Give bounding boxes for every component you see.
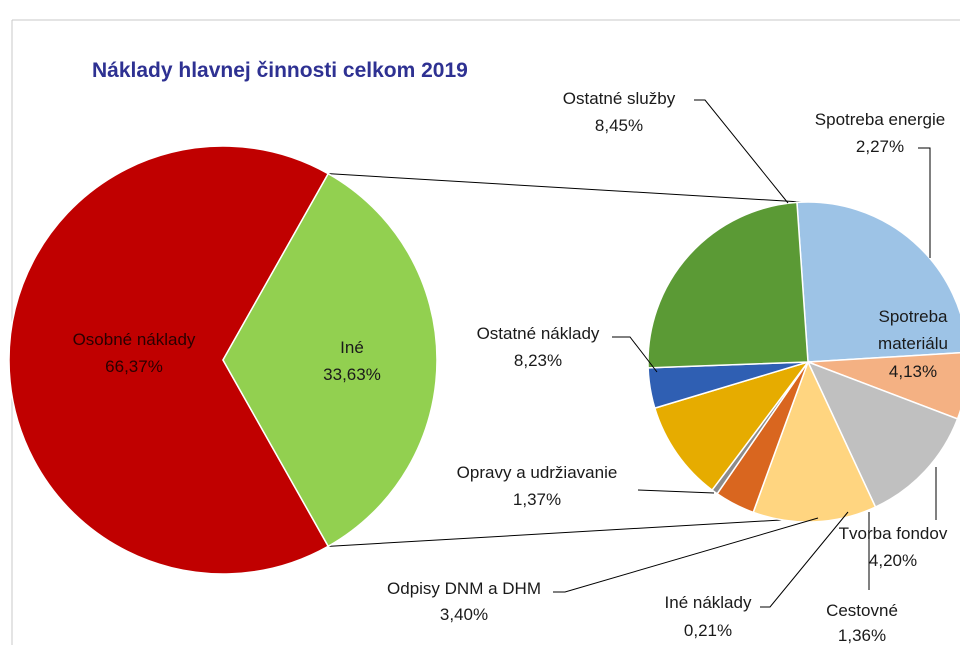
leader-line-ine-naklady xyxy=(760,511,849,608)
secondary-label-odpisy-dnm-a-dhm: Odpisy DNM a DHM xyxy=(387,579,541,598)
main-slice-ine xyxy=(222,172,438,548)
secondary-value-odpisy-dnm-a-dhm: 3,40% xyxy=(440,605,488,624)
secondary-value-cestovne: 1,36% xyxy=(838,626,886,645)
secondary-value-ostatne-sluzby: 8,45% xyxy=(595,116,643,135)
secondary-slice-ostatne-sluzby xyxy=(796,201,960,363)
secondary-slice-spotreba-materialu xyxy=(806,360,959,509)
secondary-value-spotreba-energie: 2,27% xyxy=(856,137,904,156)
leader-line-ostatne-sluzby xyxy=(694,99,789,204)
main-label-osobne-naklady: Osobné náklady xyxy=(73,330,196,349)
secondary-pie xyxy=(647,201,960,523)
chart-title: Náklady hlavnej činnosti celkom 2019 xyxy=(92,59,468,82)
connector-line-bottom xyxy=(328,515,851,547)
secondary-label-ostatne-naklady: Ostatné náklady xyxy=(477,324,600,343)
secondary-slice-ostatne-naklady xyxy=(647,201,809,369)
main-value-osobne-naklady: 66,37% xyxy=(105,357,163,376)
secondary-label-cestovne: Cestovné xyxy=(826,601,898,620)
main-value-ine: 33,63% xyxy=(323,365,381,384)
secondary-slice-tvorba-fondov xyxy=(752,360,877,523)
main-label-ine: Iné xyxy=(340,338,364,357)
leader-line-ostatne-naklady xyxy=(612,336,658,373)
leader-line-opravy-a-udrziavanie xyxy=(637,489,715,494)
secondary-slice-odpisy-dnm-a-dhm xyxy=(653,360,810,492)
leader-line-spotreba-energie xyxy=(918,147,931,258)
leader-lines xyxy=(553,99,937,608)
secondary-value-spotreba-materialu: 4,13% xyxy=(889,362,937,381)
secondary-label-spotreba-energie: Spotreba energie xyxy=(815,110,945,129)
secondary-label-opravy-a-udrziavanie: Opravy a udržiavanie xyxy=(457,463,618,482)
secondary-value-ine-naklady: 0,21% xyxy=(684,621,732,640)
main-pie xyxy=(8,145,438,575)
secondary-value-tvorba-fondov: 4,20% xyxy=(869,551,917,570)
secondary-label-tvorba-fondov: Tvorba fondov xyxy=(839,524,948,543)
secondary-value-opravy-a-udrziavanie: 1,37% xyxy=(513,490,561,509)
secondary-label-ostatne-sluzby: Ostatné služby xyxy=(563,89,676,108)
secondary-label-ine-naklady: Iné náklady xyxy=(665,593,752,612)
leader-line-odpisy-dnm-a-dhm xyxy=(553,517,819,593)
main-slice-osobne-naklady xyxy=(8,145,330,575)
secondary-value-ostatne-naklady: 8,23% xyxy=(514,351,562,370)
connector-line-top xyxy=(328,173,819,204)
connector-lines xyxy=(328,173,851,547)
secondary-label-spotreba-materialu-2: materiálu xyxy=(878,334,948,353)
data-labels: Osobné náklady 66,37% Iné 33,63% Ostatné slu… xyxy=(73,89,948,645)
secondary-label-spotreba-materialu-1: Spotreba xyxy=(879,307,949,326)
